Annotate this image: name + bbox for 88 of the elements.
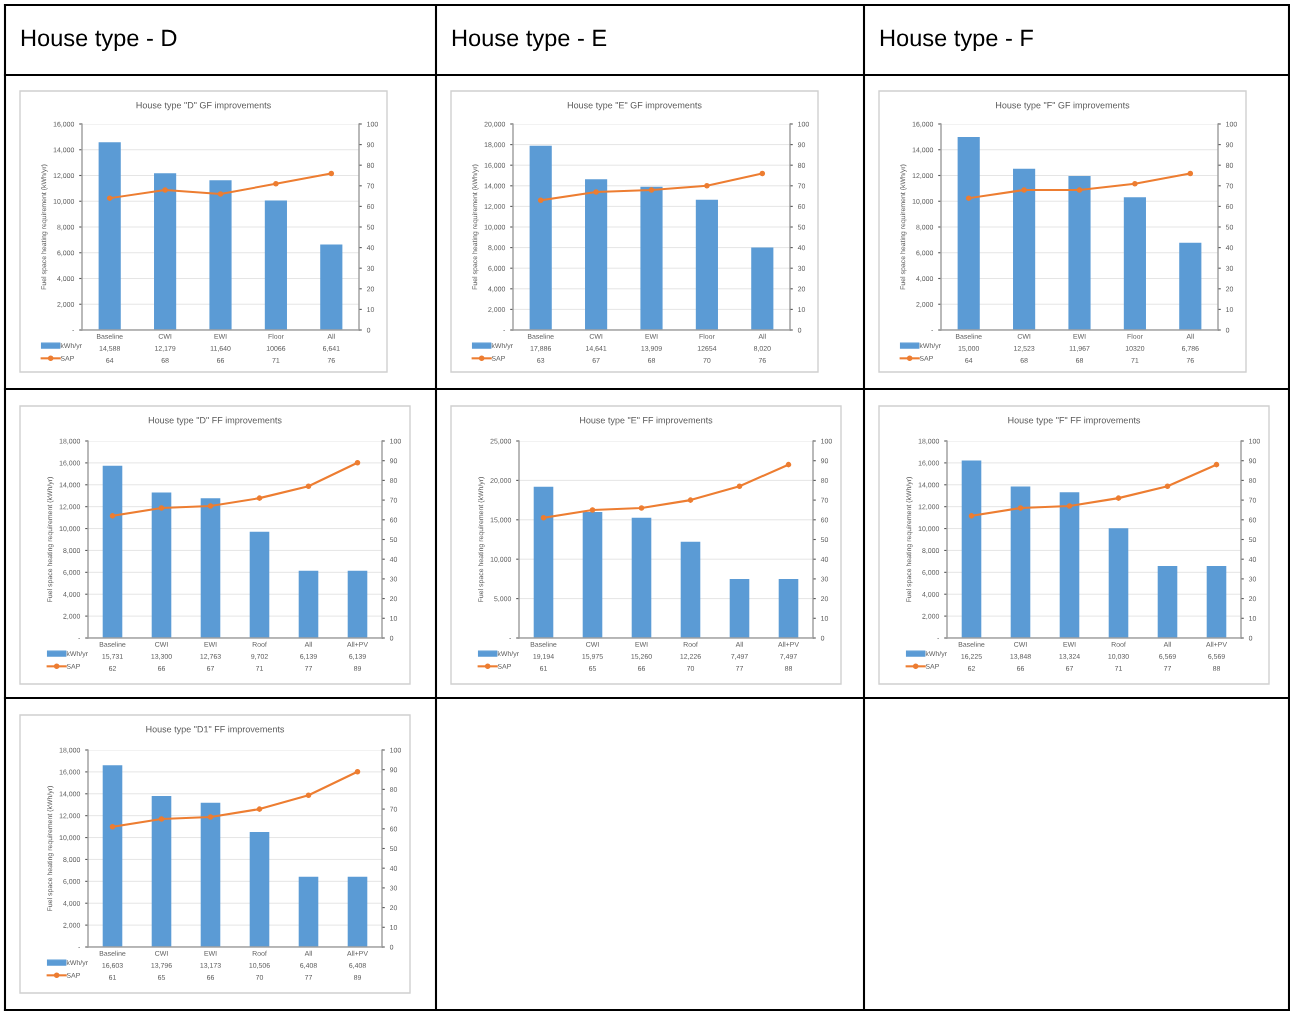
point xyxy=(305,792,312,799)
point xyxy=(1066,503,1073,509)
point xyxy=(1115,495,1122,501)
point xyxy=(158,505,165,511)
chart-title: House type "E" FF improvements xyxy=(580,416,713,426)
bar xyxy=(751,247,774,330)
bar xyxy=(729,578,750,638)
chart-title: House type "F" GF improvements xyxy=(996,101,1130,111)
point xyxy=(256,495,263,501)
bar xyxy=(249,531,270,638)
point xyxy=(256,806,263,812)
point xyxy=(638,505,645,511)
bar xyxy=(1157,566,1178,638)
bar xyxy=(98,142,121,330)
bar xyxy=(209,180,232,330)
point xyxy=(1164,483,1171,490)
point xyxy=(589,507,596,513)
bar xyxy=(1123,197,1146,330)
text: House type - F xyxy=(880,29,1033,51)
bar xyxy=(347,570,368,638)
point xyxy=(648,187,655,193)
point xyxy=(207,503,214,509)
bar xyxy=(102,465,123,638)
bar xyxy=(778,578,799,638)
point xyxy=(217,191,224,197)
point xyxy=(109,824,116,830)
point xyxy=(968,513,975,519)
bar xyxy=(1179,242,1202,330)
bar xyxy=(249,832,270,947)
point xyxy=(273,180,279,187)
point xyxy=(537,197,544,203)
chart-title: House type "D1" FF improvements xyxy=(146,725,285,735)
bar xyxy=(582,512,603,638)
bar xyxy=(1013,168,1036,330)
bar xyxy=(961,460,982,638)
bar xyxy=(957,136,980,330)
point xyxy=(109,513,116,519)
bar xyxy=(695,199,718,330)
text: House type - D xyxy=(21,29,177,51)
point xyxy=(687,497,694,503)
bar xyxy=(631,517,652,638)
point xyxy=(158,816,165,822)
bar xyxy=(264,200,287,330)
point xyxy=(1187,170,1194,177)
point xyxy=(704,183,710,189)
point xyxy=(1076,187,1083,193)
bar xyxy=(640,186,663,330)
point xyxy=(106,195,113,201)
bar xyxy=(154,173,177,330)
point xyxy=(593,189,599,195)
point xyxy=(354,768,361,775)
point xyxy=(785,461,792,468)
point xyxy=(759,170,766,177)
chart-title: House type "E" GF improvements xyxy=(567,101,702,111)
point xyxy=(207,814,214,820)
bar xyxy=(680,541,701,638)
bar xyxy=(200,498,221,638)
bar xyxy=(529,145,552,330)
text: House type - E xyxy=(452,29,607,51)
bar xyxy=(102,765,123,947)
bar xyxy=(1206,566,1227,638)
bar xyxy=(298,570,319,638)
point xyxy=(354,459,361,466)
point xyxy=(328,170,335,177)
bar xyxy=(320,244,343,330)
point xyxy=(1132,180,1138,187)
chart-title: House type "D" FF improvements xyxy=(148,416,282,426)
point xyxy=(736,483,743,490)
point xyxy=(540,515,547,521)
bar xyxy=(1068,175,1091,330)
bar xyxy=(347,876,368,947)
bar xyxy=(533,486,554,638)
bar xyxy=(200,802,221,947)
bar xyxy=(1010,486,1031,638)
point xyxy=(1213,461,1220,468)
bar xyxy=(298,876,319,947)
point xyxy=(162,187,168,193)
bar xyxy=(1108,528,1129,638)
bar xyxy=(151,492,172,638)
chart-title: House type "D" GF improvements xyxy=(136,101,271,111)
chart-title: House type "F" FF improvements xyxy=(1008,416,1141,426)
point xyxy=(1021,187,1027,193)
bar xyxy=(151,796,172,947)
point xyxy=(965,195,972,201)
bar xyxy=(1059,492,1080,638)
point xyxy=(305,483,312,490)
point xyxy=(1017,505,1024,511)
bar xyxy=(585,179,608,330)
